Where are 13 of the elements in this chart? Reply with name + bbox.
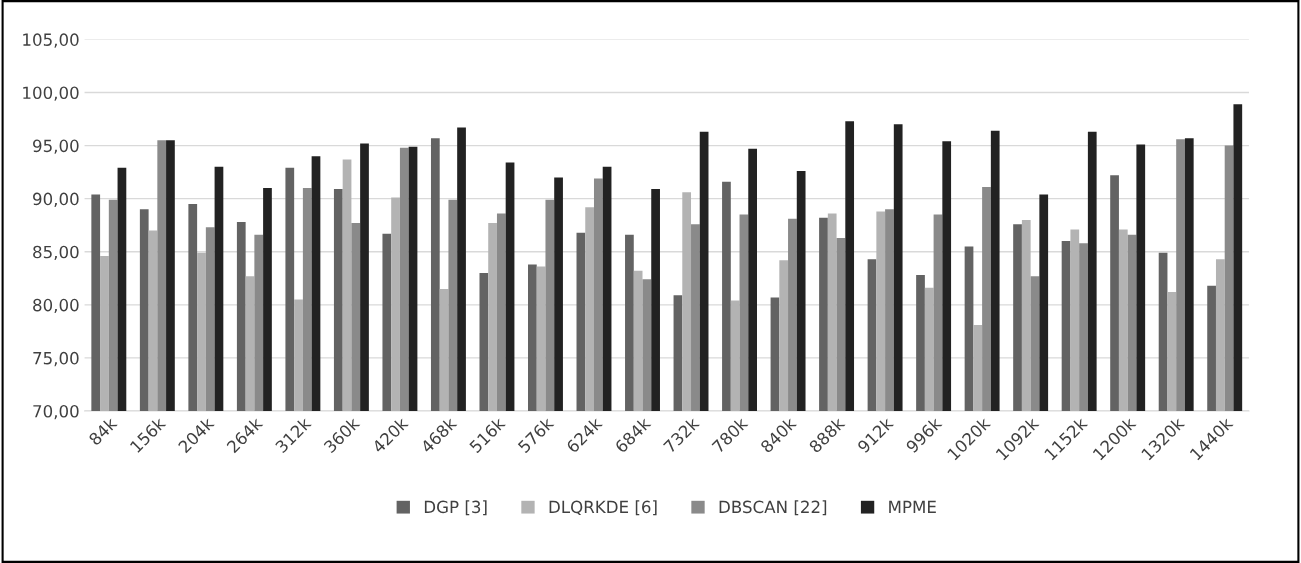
legend-label: DGP [3] <box>424 500 487 516</box>
y-tick-label: 85,00 <box>33 245 79 261</box>
y-tick-label: 90,00 <box>33 192 79 207</box>
y-tick-label: 75,00 <box>33 351 79 367</box>
y-tick-label: 95,00 <box>33 139 79 154</box>
y-tick-label: 105,00 <box>23 33 79 48</box>
y-tick-label: 100,00 <box>23 86 79 101</box>
legend-label: MPME <box>889 500 936 513</box>
legend-label: DLQRKDE [6] <box>549 500 657 516</box>
y-tick-label: 70,00 <box>33 404 79 420</box>
y-tick-label: 80,00 <box>33 298 79 314</box>
legend-label: DBSCAN [22] <box>719 500 827 516</box>
x-tick-label: 84k <box>87 415 118 446</box>
